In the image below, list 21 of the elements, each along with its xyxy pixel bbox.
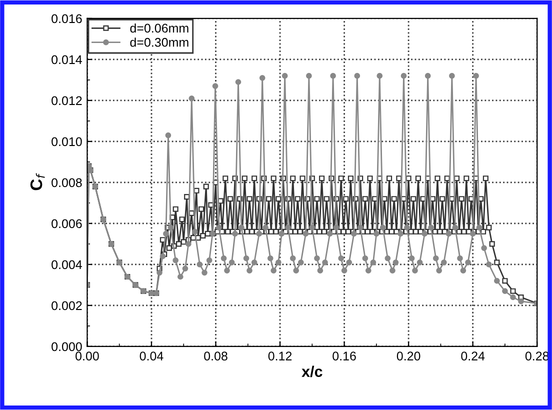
y-tick-label: 0.004 [52,260,82,270]
y-tick-label: 0.008 [52,178,82,188]
y-tick-label: 0.012 [52,96,82,106]
x-tick-label: 0.20 [396,352,420,360]
x-tick-label: 0.00 [76,352,99,360]
y-tick-label: 0.014 [52,55,82,64]
x-tick-label: 0.12 [268,352,292,360]
x-tick-label: 0.28 [525,352,549,360]
y-tick-label: 0.002 [52,301,82,310]
y-tick-label: 0.006 [52,219,82,228]
x-tick-label: 0.08 [204,352,228,360]
x-tick-label: 0.24 [461,352,485,360]
y-tick-label: 0.010 [52,137,82,146]
x-tick-label: 0.16 [332,352,356,360]
x-tick-label: 0.04 [140,352,164,360]
x-axis-title: x/c [302,366,322,378]
y-tick-label: 0.000 [52,342,82,352]
legend-label: d=0.06mm [130,23,188,33]
legend-label: d=0.30mm [130,38,188,47]
y-axis-title: C$_{f}$ [30,173,45,190]
y-tick-label: 0.016 [52,14,82,24]
